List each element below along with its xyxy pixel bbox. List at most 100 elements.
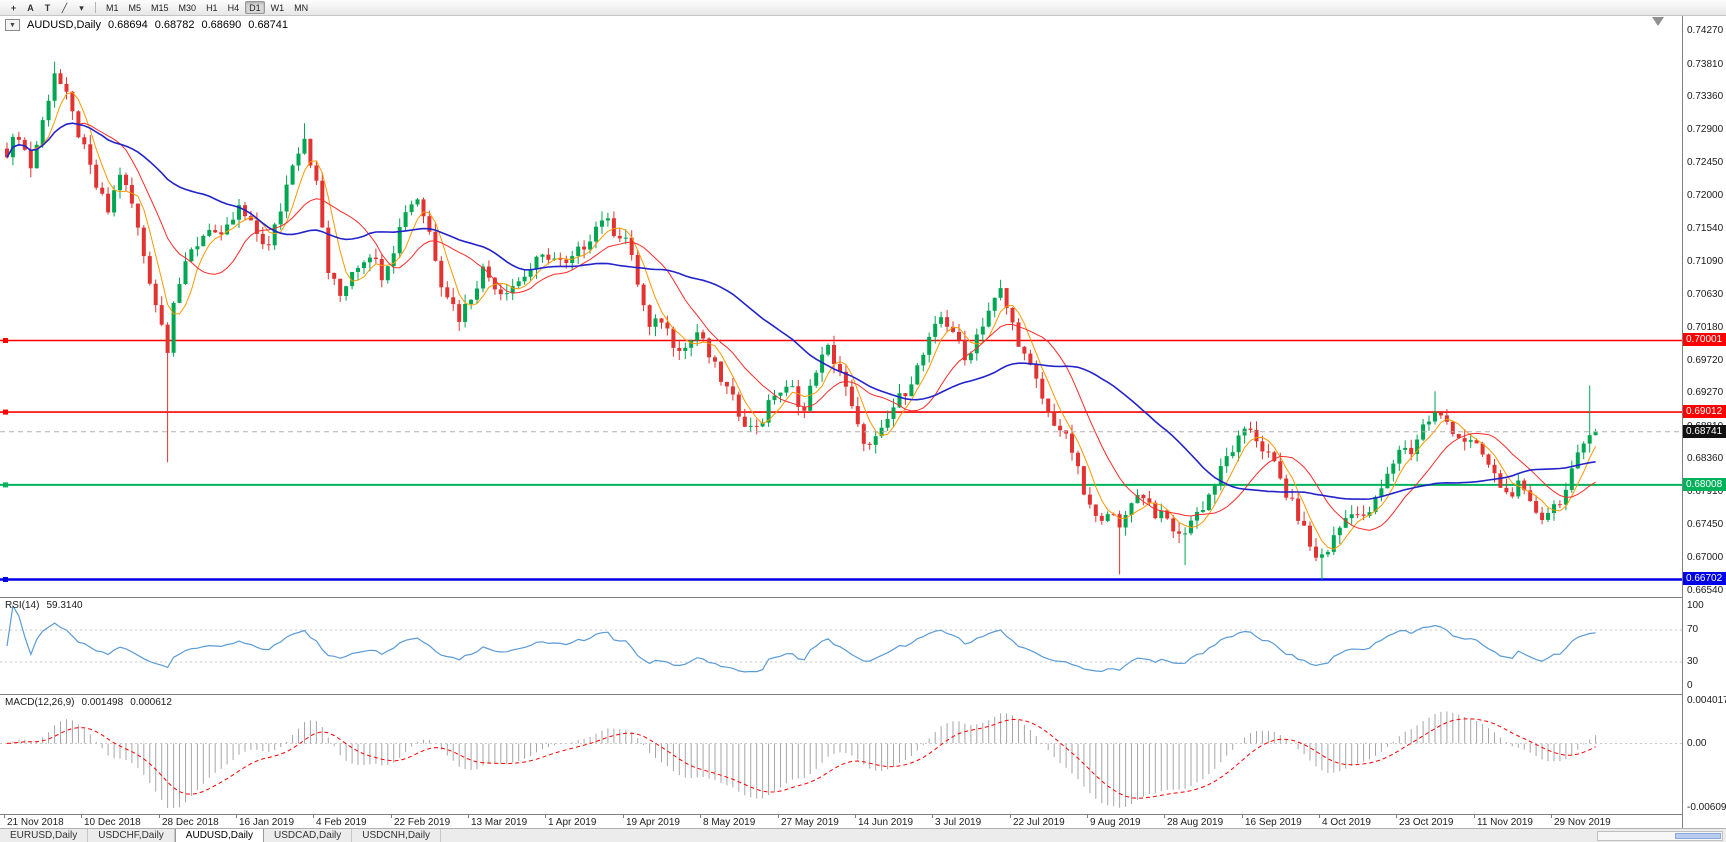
high-value: 0.68782 bbox=[154, 19, 195, 31]
timeframe-m5-button[interactable]: M5 bbox=[128, 3, 142, 13]
main-chart-panel[interactable]: ▼ AUDUSD,Daily 0.68694 0.68782 0.68690 0… bbox=[0, 16, 1682, 597]
chart-tab-bar: EURUSD,Daily USDCHF,Daily AUDUSD,Daily USDC… bbox=[0, 828, 1726, 842]
level-price-badge: 0.66702 bbox=[1683, 572, 1726, 585]
date-tick bbox=[700, 815, 701, 818]
line-studies-icon[interactable]: ╱ bbox=[61, 3, 68, 13]
price-tick-label: 0.67910 bbox=[1687, 486, 1724, 497]
date-tick bbox=[236, 815, 237, 818]
time-axis[interactable]: 21 Nov 2018 10 Dec 2018 28 Dec 2018 16 Jan … bbox=[0, 814, 1682, 828]
macd-tick-label: -0.00609 bbox=[1687, 802, 1726, 813]
date-tick-label: 28 Dec 2018 bbox=[162, 817, 219, 828]
level-price-badge: 0.69012 bbox=[1683, 405, 1726, 418]
date-tick bbox=[932, 815, 933, 818]
date-tick-label: 21 Nov 2018 bbox=[7, 817, 64, 828]
date-tick bbox=[1164, 815, 1165, 818]
price-tick-label: 0.69720 bbox=[1687, 355, 1724, 366]
close-value: 0.68741 bbox=[248, 19, 289, 31]
price-tick-label: 0.67000 bbox=[1687, 552, 1724, 563]
price-tick-label: 0.72450 bbox=[1687, 157, 1724, 168]
rsi-tick-label: 30 bbox=[1687, 656, 1699, 667]
macd-splitter[interactable] bbox=[0, 694, 1726, 695]
price-axis[interactable]: 0.74270 0.73810 0.73360 0.72900 0.72450 0.720… bbox=[1682, 16, 1726, 828]
rsi-tick-label: 100 bbox=[1687, 600, 1704, 611]
macd-signal-value: 0.000612 bbox=[130, 697, 172, 708]
date-tick-label: 4 Oct 2019 bbox=[1322, 817, 1371, 828]
date-tick-label: 4 Feb 2019 bbox=[316, 817, 367, 828]
price-tick-label: 0.73360 bbox=[1687, 91, 1724, 102]
timeframe-m15-button[interactable]: M15 bbox=[151, 3, 169, 13]
date-tick-label: 3 Jul 2019 bbox=[935, 817, 982, 828]
rsi-label: RSI(14) 59.3140 bbox=[5, 600, 83, 611]
tab-usdcad-daily[interactable]: USDCAD,Daily bbox=[264, 829, 353, 842]
timeframe-m30-button[interactable]: M30 bbox=[178, 3, 197, 13]
date-tick bbox=[623, 815, 624, 818]
date-tick bbox=[545, 815, 546, 818]
date-tick bbox=[1087, 815, 1088, 818]
timeframe-w1-button[interactable]: W1 bbox=[270, 3, 285, 13]
text-annotation-icon[interactable]: A bbox=[27, 3, 34, 13]
date-tick bbox=[855, 815, 856, 818]
date-tick-label: 1 Apr 2019 bbox=[548, 817, 597, 828]
line-studies-dropdown-icon[interactable]: ▾ bbox=[79, 3, 84, 13]
candlestick-chart[interactable] bbox=[0, 16, 1682, 597]
tab-scrollbar[interactable] bbox=[1597, 831, 1723, 841]
date-tick-label: 27 May 2019 bbox=[781, 817, 839, 828]
date-tick bbox=[778, 815, 779, 818]
date-tick-label: 13 Mar 2019 bbox=[471, 817, 528, 828]
rsi-name: RSI(14) bbox=[5, 600, 40, 611]
price-tick-label: 0.71540 bbox=[1687, 223, 1724, 234]
macd-panel[interactable]: MACD(12,26,9) 0.001498 0.000612 bbox=[0, 695, 1682, 814]
date-tick-label: 9 Aug 2019 bbox=[1090, 817, 1141, 828]
date-tick bbox=[159, 815, 160, 818]
macd-name: MACD(12,26,9) bbox=[5, 697, 75, 708]
crosshair-icon[interactable]: + bbox=[10, 3, 17, 13]
price-tick-label: 0.72900 bbox=[1687, 124, 1724, 135]
line-tools-group: + A T ╱ ▾ bbox=[5, 1, 90, 14]
level-price-badge: 0.70001 bbox=[1683, 333, 1726, 346]
date-tick-label: 14 Jun 2019 bbox=[858, 817, 914, 828]
date-tick bbox=[391, 815, 392, 818]
rsi-chart[interactable] bbox=[0, 598, 1682, 694]
price-tick-label: 0.70180 bbox=[1687, 322, 1724, 333]
price-tick-label: 0.67450 bbox=[1687, 519, 1724, 530]
chart-ohlc-header: ▼ AUDUSD,Daily 0.68694 0.68782 0.68690 0… bbox=[5, 19, 288, 31]
price-tick-label: 0.74270 bbox=[1687, 25, 1724, 36]
rsi-tick-label: 0 bbox=[1687, 680, 1693, 691]
date-tick bbox=[1396, 815, 1397, 818]
date-tick bbox=[4, 815, 5, 818]
symbol-dropdown-icon[interactable]: ▼ bbox=[5, 19, 20, 31]
chart-tabs: EURUSD,Daily USDCHF,Daily AUDUSD,Daily USDC… bbox=[0, 829, 442, 842]
symbol-label: AUDUSD,Daily bbox=[27, 19, 101, 31]
text-label-icon[interactable]: T bbox=[44, 3, 51, 13]
date-tick bbox=[313, 815, 314, 818]
low-value: 0.68690 bbox=[201, 19, 242, 31]
rsi-splitter[interactable] bbox=[0, 597, 1726, 598]
date-tick bbox=[1010, 815, 1011, 818]
timeframe-h4-button[interactable]: H4 bbox=[227, 3, 240, 13]
date-tick bbox=[1242, 815, 1243, 818]
tab-eurusd-daily[interactable]: EURUSD,Daily bbox=[0, 829, 89, 842]
tab-usdchf-daily[interactable]: USDCHF,Daily bbox=[88, 829, 175, 842]
timeframe-d1-button[interactable]: D1 bbox=[245, 1, 265, 14]
date-tick-label: 29 Nov 2019 bbox=[1554, 817, 1611, 828]
macd-tick-label: 0.00 bbox=[1687, 738, 1707, 749]
date-tick-label: 8 May 2019 bbox=[703, 817, 756, 828]
tab-audusd-daily[interactable]: AUDUSD,Daily bbox=[174, 829, 265, 842]
tab-scrollbar-thumb[interactable] bbox=[1675, 833, 1721, 839]
date-tick-label: 16 Sep 2019 bbox=[1245, 817, 1302, 828]
rsi-tick-label: 70 bbox=[1687, 624, 1699, 635]
toolbar: + A T ╱ ▾ M1 M5 M15 M30 H1 H4 D1 W1 MN bbox=[0, 0, 1726, 16]
date-tick-label: 11 Nov 2019 bbox=[1477, 817, 1533, 828]
macd-chart[interactable] bbox=[0, 695, 1682, 814]
current-price-badge: 0.68741 bbox=[1683, 425, 1726, 438]
rsi-panel[interactable]: RSI(14) 59.3140 bbox=[0, 598, 1682, 694]
date-tick-label: 22 Feb 2019 bbox=[394, 817, 451, 828]
timeframe-m1-button[interactable]: M1 bbox=[106, 3, 119, 13]
price-tick-label: 0.66540 bbox=[1687, 585, 1724, 596]
timeframe-h1-button[interactable]: H1 bbox=[206, 3, 218, 13]
tab-usdcnh-daily[interactable]: USDCNH,Daily bbox=[352, 829, 442, 842]
timeframe-mn-button[interactable]: MN bbox=[294, 3, 309, 13]
date-tick bbox=[81, 815, 82, 818]
date-tick bbox=[468, 815, 469, 818]
